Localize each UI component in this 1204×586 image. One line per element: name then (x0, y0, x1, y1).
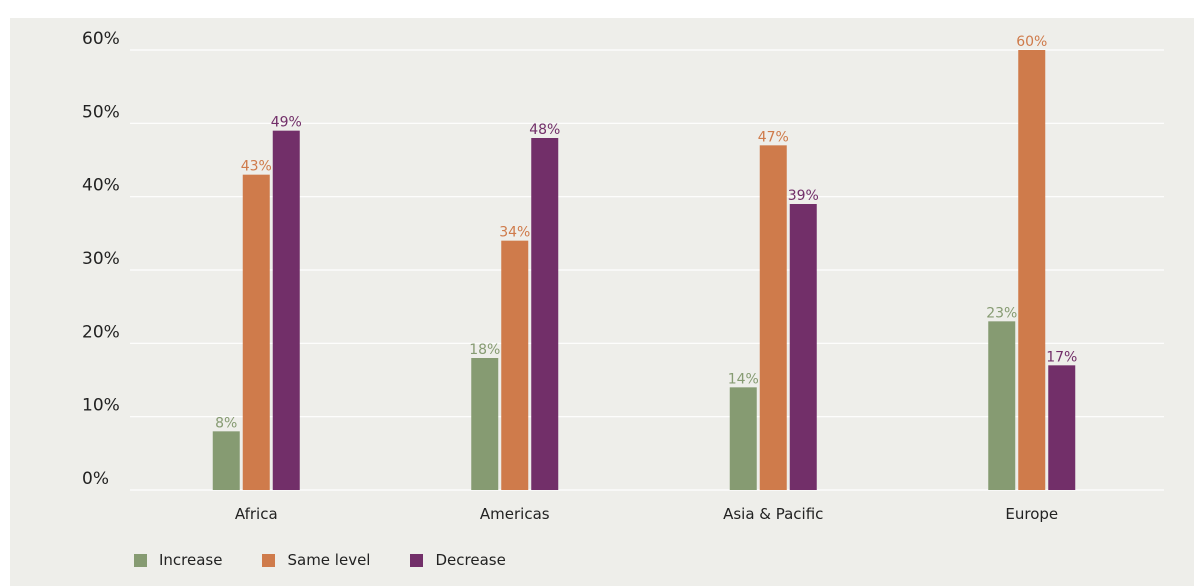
legend: Increase Same level Decrease (134, 550, 546, 570)
bar (471, 358, 499, 490)
data-label: 49% (271, 115, 302, 131)
legend-swatch (410, 553, 424, 567)
data-label: 23% (986, 305, 1017, 321)
data-label: 39% (788, 188, 819, 204)
bar (531, 138, 559, 490)
data-label: 18% (469, 342, 500, 358)
data-label: 17% (1046, 349, 1077, 365)
bar (212, 431, 240, 490)
legend-swatch (134, 553, 147, 567)
data-label: 48% (529, 122, 560, 138)
y-tick-label: 40% (82, 176, 120, 196)
bar (242, 174, 270, 490)
data-label: 14% (728, 371, 759, 387)
y-tick-label: 50% (82, 102, 120, 122)
bar (729, 387, 757, 490)
x-category-label: Africa (235, 505, 278, 523)
legend-swatch (262, 553, 276, 567)
y-tick-label: 30% (82, 249, 120, 269)
data-label: 34% (499, 225, 530, 241)
bar-chart: 0% 10% 20% 30% 40% 50% 60% 8% 43% 49% Africa 18% 34%… (82, 29, 1164, 523)
bar (1018, 50, 1046, 490)
chart-panel: 0% 10% 20% 30% 40% 50% 60% 8% 43% 49% Africa 18% 34%… (10, 18, 1194, 586)
bar (759, 145, 787, 490)
bar (988, 321, 1016, 490)
legend-item: Decrease (410, 551, 506, 569)
data-label: 47% (758, 129, 789, 145)
bar (789, 204, 817, 490)
bar (501, 240, 529, 490)
data-label: 43% (241, 159, 272, 175)
data-label: 8% (215, 415, 237, 431)
x-category-label: Europe (1005, 505, 1058, 523)
bar (1048, 365, 1076, 490)
y-tick-label: 60% (82, 29, 120, 49)
x-category-label: Asia & Pacific (723, 505, 823, 523)
data-label: 60% (1016, 34, 1047, 50)
legend-label: Decrease (435, 551, 506, 569)
y-tick-label: 10% (82, 396, 120, 416)
y-tick-label: 20% (82, 322, 120, 342)
legend-label: Increase (159, 551, 223, 569)
x-category-label: Americas (480, 505, 550, 523)
legend-label: Same level (287, 551, 371, 569)
legend-item: Same level (262, 551, 370, 569)
bar (272, 130, 300, 490)
legend-item: Increase (134, 551, 222, 569)
y-tick-label: 0% (82, 469, 109, 489)
